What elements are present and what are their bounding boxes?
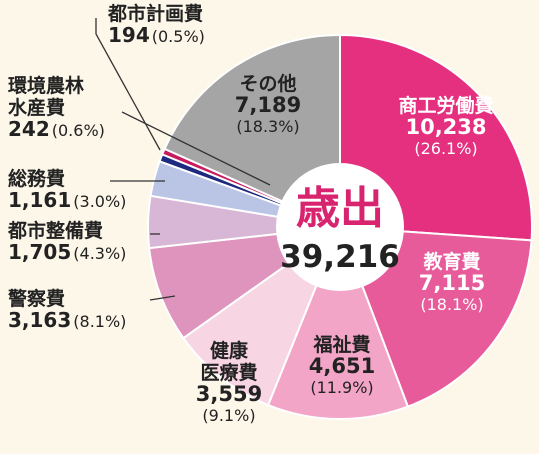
- slice-pct: (9.1%): [202, 406, 255, 425]
- leader-line: [121, 111, 271, 186]
- slice-name: 健康: [210, 339, 249, 362]
- slice-value-pct: 242 (0.6%): [8, 117, 105, 141]
- slice-name: 都市計画費: [107, 2, 203, 25]
- slice-value: 7,115: [419, 271, 485, 295]
- center-disc: [276, 163, 404, 291]
- slice-name: 総務費: [8, 167, 65, 190]
- slice-value-pct: 3,163 (8.1%): [8, 308, 126, 332]
- slice-name: 水産費: [8, 96, 65, 119]
- slice-pct: (18.3%): [236, 117, 299, 136]
- center-title: 歳出: [296, 183, 384, 234]
- slice-value-pct: 194 (0.5%): [108, 23, 205, 47]
- slice-pct: (11.9%): [310, 378, 373, 397]
- slice-value: 10,238: [405, 115, 486, 139]
- slice-pct: (18.1%): [420, 295, 483, 314]
- slice-value: 7,189: [235, 93, 301, 117]
- slice-name: その他: [239, 72, 296, 95]
- leader-line: [149, 295, 176, 301]
- slice-name: 警察費: [8, 287, 65, 310]
- slice-name: 教育費: [423, 250, 480, 273]
- slice-name: 商工労働費: [398, 94, 493, 117]
- leader-line: [95, 18, 161, 151]
- slice-name: 医療費: [200, 361, 257, 384]
- slice-name: 環境農林: [8, 74, 84, 97]
- slice-value-pct: 1,705 (4.3%): [8, 240, 126, 264]
- slice-name: 福祉費: [312, 333, 370, 356]
- slice-name: 都市整備費: [7, 219, 103, 242]
- pie-slice: [163, 33, 341, 229]
- slice-value: 4,651: [309, 354, 375, 378]
- pie-slice: [266, 224, 410, 420]
- slice-value-pct: 1,161 (3.0%): [8, 188, 126, 212]
- slice-value: 3,559: [196, 382, 262, 406]
- pie-slice: [338, 225, 533, 408]
- center-total-value: 39,216: [280, 239, 400, 275]
- slice-pct: (26.1%): [414, 139, 477, 158]
